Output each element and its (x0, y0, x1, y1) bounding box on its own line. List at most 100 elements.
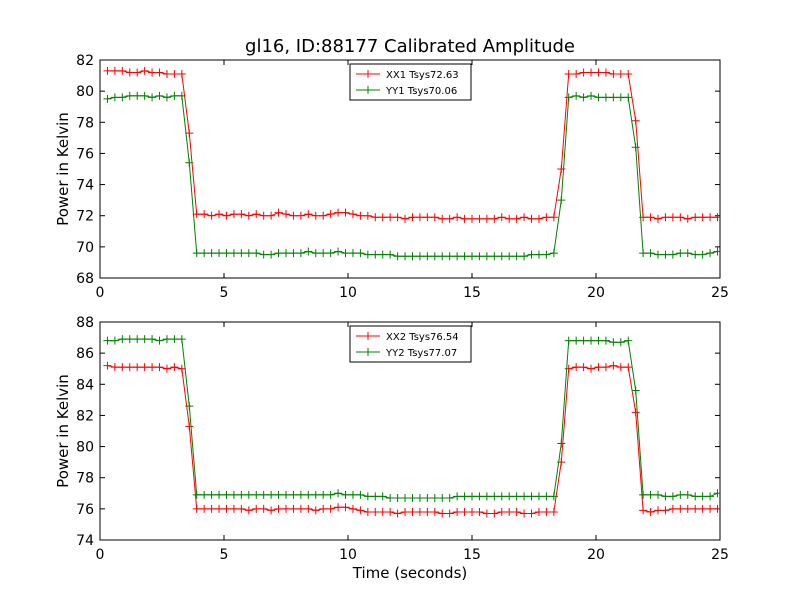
data-point-marker (170, 91, 179, 100)
data-point-marker (713, 504, 720, 513)
data-point-marker (415, 213, 424, 222)
data-point-marker (267, 211, 276, 220)
data-point-marker (542, 492, 551, 501)
data-point-marker (542, 250, 551, 259)
legend-marker (364, 348, 372, 356)
series-yy (103, 91, 720, 261)
data-point-marker (668, 504, 677, 513)
data-point-marker (334, 503, 343, 512)
data-point-marker (430, 252, 439, 261)
data-point-marker (423, 213, 432, 222)
data-point-marker (289, 249, 298, 258)
data-point-marker (282, 490, 290, 499)
data-point-marker (334, 208, 343, 217)
y-tick-label: 76 (76, 502, 94, 518)
data-point-marker (237, 210, 246, 219)
data-point-marker (185, 402, 194, 411)
data-point-marker (445, 214, 454, 223)
data-point-marker (200, 490, 209, 499)
data-point-marker (512, 214, 521, 223)
data-point-marker (534, 507, 543, 516)
data-point-marker (631, 116, 640, 125)
data-point-marker (192, 210, 201, 219)
y-tick-label: 84 (76, 377, 94, 393)
legend-marker (364, 86, 372, 94)
data-point-marker (587, 68, 596, 77)
legend-label: XX2 Tsys76.54 (386, 332, 459, 343)
data-point-marker (609, 93, 618, 102)
series-xx (103, 66, 720, 223)
data-point-marker (527, 214, 536, 223)
data-point-marker (520, 213, 529, 222)
data-point-marker (713, 247, 720, 256)
data-point-marker (252, 210, 261, 219)
data-point-marker (326, 504, 335, 513)
data-point-marker (125, 68, 134, 77)
data-point-marker (282, 504, 290, 513)
data-point-marker (229, 249, 238, 258)
legend: XX2 Tsys76.54 YY2 Tsys77.07 (349, 325, 472, 363)
data-point-marker (140, 335, 149, 344)
data-point-marker (542, 507, 551, 516)
data-point-marker (185, 422, 194, 431)
data-point-marker (371, 250, 380, 259)
data-point-marker (133, 363, 142, 372)
data-point-marker (631, 143, 640, 152)
data-point-marker (520, 252, 529, 261)
data-point-marker (601, 363, 610, 372)
data-point-marker (162, 93, 171, 102)
data-point-marker (430, 493, 439, 502)
data-point-marker (475, 214, 484, 223)
data-point-marker (616, 70, 625, 79)
data-point-marker (289, 490, 298, 499)
data-point-marker (363, 211, 372, 220)
data-point-marker (549, 507, 558, 516)
data-point-marker (624, 336, 633, 345)
data-point-marker (222, 211, 231, 220)
data-point-marker (378, 507, 387, 516)
data-point-marker (348, 490, 357, 499)
data-point-marker (676, 490, 685, 499)
data-point-marker (438, 493, 447, 502)
data-point-marker (393, 213, 402, 222)
x-tick-label: 20 (587, 285, 605, 301)
data-point-marker (460, 252, 469, 261)
legend-marker (364, 332, 372, 340)
data-point-marker (654, 506, 662, 515)
data-point-marker (296, 211, 305, 220)
data-point-marker (319, 490, 328, 499)
data-point-marker (170, 363, 179, 372)
data-point-marker (475, 252, 484, 261)
bottom-subplot: 0 5 10 15 20 25 74 76 78 80 82 84 86 88 Power in Kelvi… (54, 315, 729, 582)
data-point-marker (706, 492, 715, 501)
data-point-marker (609, 361, 618, 370)
data-point-marker (423, 507, 432, 516)
series-xx (103, 361, 720, 518)
data-point-marker (564, 336, 573, 345)
data-point-marker (631, 386, 640, 395)
chart-title: gl16, ID:88177 Calibrated Amplitude (245, 36, 575, 57)
data-point-marker (170, 70, 179, 79)
data-point-marker (304, 210, 313, 219)
data-point-marker (415, 493, 424, 502)
y-axis-label: Power in Kelvin (54, 112, 72, 226)
data-point-marker (453, 252, 462, 261)
data-point-marker (438, 252, 447, 261)
y-tick-label: 78 (76, 471, 94, 487)
data-point-marker (244, 211, 253, 220)
data-point-marker (572, 336, 581, 345)
data-point-marker (646, 213, 655, 222)
x-tick-label: 20 (587, 547, 605, 563)
data-point-marker (639, 490, 648, 499)
data-point-marker (341, 208, 350, 217)
plot-area (103, 66, 720, 261)
data-point-marker (222, 490, 231, 499)
data-point-marker (564, 364, 573, 373)
data-point-marker (393, 252, 402, 261)
data-point-marker (192, 249, 201, 258)
data-point-marker (229, 490, 238, 499)
data-point-marker (445, 493, 454, 502)
data-point-marker (579, 336, 588, 345)
data-point-marker (654, 490, 662, 499)
